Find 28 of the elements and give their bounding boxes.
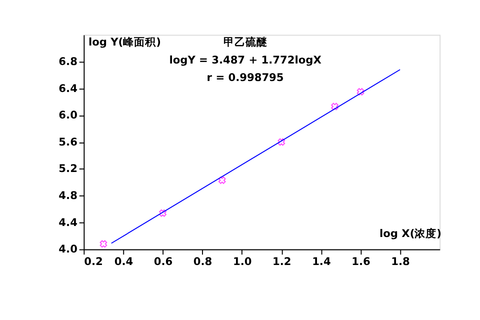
x-tick-label: 1.4	[312, 256, 331, 268]
point	[331, 102, 338, 110]
x-tick-label: 0.4	[114, 256, 134, 268]
x-tick-label: 0.2	[84, 256, 103, 268]
chart-title: 甲乙硫醚	[223, 35, 268, 48]
y-tick-label: 6.8	[58, 56, 78, 68]
y-tick-label: 5.6	[58, 136, 78, 148]
y-tick-label: 4.0	[58, 244, 78, 256]
y-axis-title: log Y(峰面积)	[88, 35, 161, 48]
x-tick-label: 1.6	[352, 256, 370, 268]
x-tick-label: 1.8	[391, 256, 410, 268]
x-tick-label: 0.6	[154, 256, 173, 268]
x-tick-label: 0.8	[193, 256, 212, 268]
point	[100, 240, 108, 248]
y-tick-label: 6.0	[58, 110, 78, 122]
y-tick-label: 4.4	[58, 216, 78, 229]
annotation: r = 0.998795	[206, 72, 284, 84]
x-tick-label: 1.2	[272, 256, 292, 268]
point	[218, 176, 226, 184]
y-tick-label: 4.8	[58, 190, 78, 202]
x-tick-label: 1.0	[232, 256, 252, 268]
point	[159, 209, 166, 217]
y-tick-label: 6.4	[58, 82, 78, 95]
annotation: logY = 3.487 + 1.772logX	[169, 54, 322, 67]
x-axis-title: log X(浓度)	[380, 226, 442, 240]
y-tick-label: 5.2	[58, 163, 78, 176]
point	[278, 138, 286, 146]
point	[356, 88, 364, 96]
